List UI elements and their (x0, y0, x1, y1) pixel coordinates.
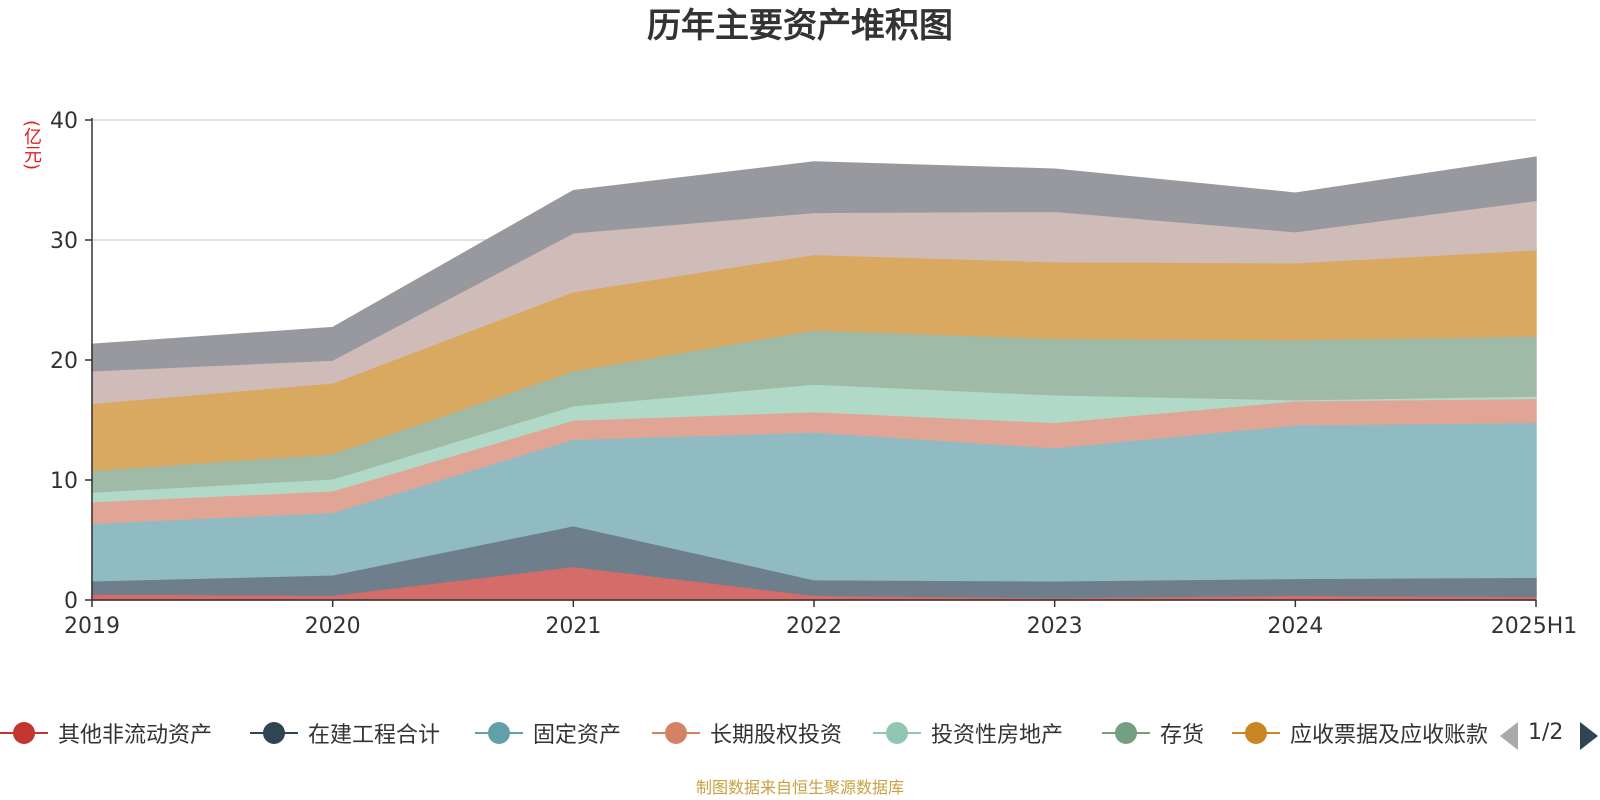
area-series-layer (91, 156, 1537, 601)
y-tick-label: 20 (50, 349, 78, 374)
legend-marker-icon (0, 721, 48, 745)
legend-label: 在建工程合计 (308, 723, 441, 748)
data-source-note: 制图数据来自恒生聚源数据库 (695, 778, 904, 797)
x-tick-label: 2021 (545, 614, 601, 639)
legend-marker-icon (475, 721, 523, 745)
legend-label: 投资性房地产 (931, 723, 1064, 748)
legend-marker-icon (250, 721, 298, 745)
legend-item[interactable]: 应收票据及应收账款 (1232, 713, 1488, 753)
legend-item[interactable]: 投资性房地产 (873, 713, 1063, 753)
legend-marker-icon (1232, 721, 1280, 745)
legend-next-page-button[interactable] (1580, 722, 1598, 750)
legend-prev-page-button[interactable] (1500, 722, 1518, 750)
legend-marker-icon (652, 721, 700, 745)
x-tick-label: 2024 (1267, 614, 1323, 639)
legend-item[interactable]: 长期股权投资 (652, 713, 842, 753)
legend: 其他非流动资产 在建工程合计 固定资产 长期股权投资 投资性房地产 存货 应收票据及应收账款 (0, 713, 1600, 753)
legend-label: 长期股权投资 (710, 723, 843, 748)
legend-item[interactable]: 固定资产 (475, 713, 621, 753)
legend-item[interactable]: 在建工程合计 (250, 713, 440, 753)
x-tick-label: 2023 (1027, 614, 1083, 639)
y-tick-label: 10 (50, 469, 78, 494)
area-series-9 (91, 156, 1537, 372)
x-tick-label: 2019 (64, 614, 120, 639)
legend-marker-icon (873, 721, 921, 745)
chart-title: 历年主要资产堆积图 (647, 6, 953, 46)
legend-label: 应收票据及应收账款 (1290, 723, 1489, 748)
legend-item[interactable]: 其他非流动资产 (0, 713, 212, 753)
legend-label: 存货 (1160, 723, 1205, 748)
x-tick-label: 2020 (305, 614, 361, 639)
legend-page-indicator: 1/2 (1528, 720, 1564, 745)
axes: 0 10 20 30 40 2019 2020 2021 2022 2023 2024 2025H1 (50, 109, 1577, 639)
legend-label: 固定资产 (533, 723, 622, 748)
legend-label: 其他非流动资产 (58, 723, 213, 748)
y-tick-label: 0 (64, 589, 78, 614)
x-tick-label: 2022 (786, 614, 842, 639)
y-axis-unit-label: (亿元) (21, 120, 42, 171)
y-tick-label: 30 (50, 229, 78, 254)
y-tick-label: 40 (50, 109, 78, 134)
legend-item[interactable]: 存货 (1102, 713, 1204, 753)
x-tick-label: 2025H1 (1491, 614, 1578, 639)
legend-marker-icon (1102, 721, 1150, 745)
